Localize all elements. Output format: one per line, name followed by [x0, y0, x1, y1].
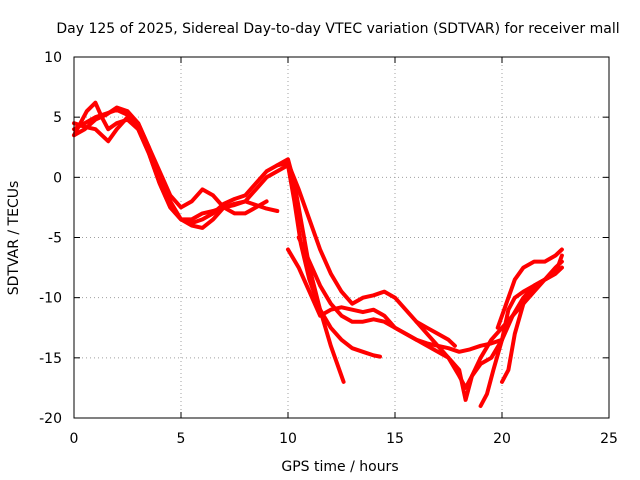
- series-line-track-7: [296, 235, 564, 390]
- series-line-track-10: [495, 247, 564, 330]
- y-tick-label: 10: [44, 50, 62, 66]
- series-group: [72, 100, 564, 408]
- grid-lines: [74, 57, 609, 418]
- x-tick-label: 25: [600, 431, 618, 447]
- series-line-track-11: [500, 265, 564, 384]
- y-tick-label: 0: [53, 170, 62, 186]
- y-tick-label: -5: [48, 231, 62, 247]
- x-tick-label: 10: [279, 431, 297, 447]
- series-line-track-4: [72, 115, 269, 216]
- chart-title: Day 125 of 2025, Sidereal Day-to-day VTE…: [56, 21, 619, 37]
- y-tick-label: -20: [39, 411, 62, 427]
- series-line-track-5: [275, 160, 457, 348]
- x-tick-label: 15: [386, 431, 404, 447]
- y-tick-label: -15: [39, 351, 62, 367]
- axis-ticks: 0 5 10 15 20 25 -20 -15 -10 -5 0 5 10: [39, 50, 618, 447]
- series-line-track-3: [72, 100, 280, 222]
- x-tick-label: 20: [493, 431, 511, 447]
- x-tick-label: 5: [177, 431, 186, 447]
- y-tick-label: 5: [53, 110, 62, 126]
- y-axis-label: SDTVAR / TECUs: [6, 181, 22, 296]
- x-axis-label: GPS time / hours: [281, 459, 398, 475]
- y-tick-label: -10: [39, 291, 62, 307]
- x-tick-label: 0: [70, 431, 79, 447]
